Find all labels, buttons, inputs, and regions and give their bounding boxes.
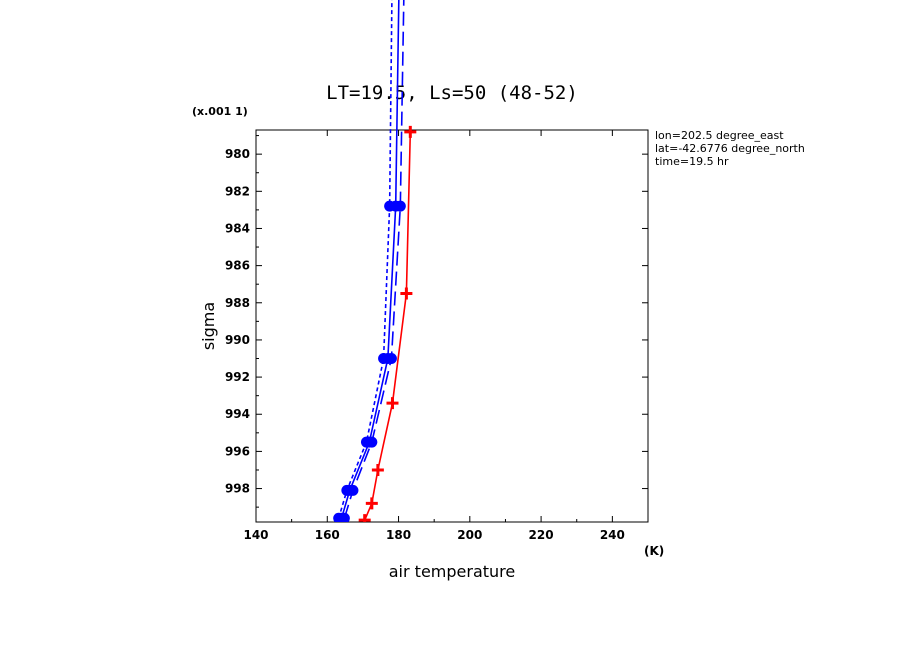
x-tick-label: 180: [386, 528, 411, 542]
x-tick-label: 240: [600, 528, 625, 542]
y-tick-label: 990: [225, 333, 250, 347]
data-point: [333, 512, 345, 522]
x-tick-label: 160: [315, 528, 340, 542]
info-line: lat=-42.6776 degree_north: [655, 142, 805, 155]
data-point: [341, 484, 353, 496]
x-unit-label: (K): [644, 544, 664, 558]
data-point: [371, 463, 384, 476]
y-scale-note: (x.001 1): [192, 105, 248, 118]
plot-frame: [255, 129, 649, 523]
x-axis-label: air temperature: [389, 562, 515, 581]
data-point: [386, 397, 399, 410]
data-point: [384, 200, 396, 212]
data-point: [360, 436, 372, 448]
y-tick-label: 986: [225, 259, 250, 273]
y-tick-label: 994: [225, 407, 250, 421]
y-tick-label: 992: [225, 370, 250, 384]
info-line: lon=202.5 degree_east: [655, 129, 784, 142]
axis-ticks: 140 160 180 200 220 240 980 982 984 986 988 990 992 9…: [225, 130, 648, 542]
y-tick-label: 996: [225, 444, 250, 458]
info-line: time=19.5 hr: [655, 155, 729, 168]
x-tick-label: 140: [243, 528, 268, 542]
y-tick-label: 998: [225, 482, 250, 496]
info-block: lon=202.5 degree_east lat=-42.6776 degre…: [655, 129, 805, 168]
series-line: [363, 131, 412, 521]
y-tick-label: 980: [225, 147, 250, 161]
y-tick-label: 988: [225, 296, 250, 310]
series-layer: [333, 0, 417, 522]
data-point: [385, 353, 397, 365]
chart-title: LT=19.5, Ls=50 (48-52): [326, 82, 578, 104]
y-tick-label: 984: [225, 221, 250, 235]
y-axis-label: sigma: [199, 302, 218, 350]
x-tick-label: 220: [529, 528, 554, 542]
data-point: [378, 353, 390, 365]
data-point: [404, 125, 417, 138]
data-point: [365, 497, 378, 510]
data-point: [358, 514, 371, 522]
y-tick-label: 982: [225, 184, 250, 198]
data-point: [400, 287, 413, 300]
x-tick-label: 200: [457, 528, 482, 542]
data-point: [394, 200, 406, 212]
